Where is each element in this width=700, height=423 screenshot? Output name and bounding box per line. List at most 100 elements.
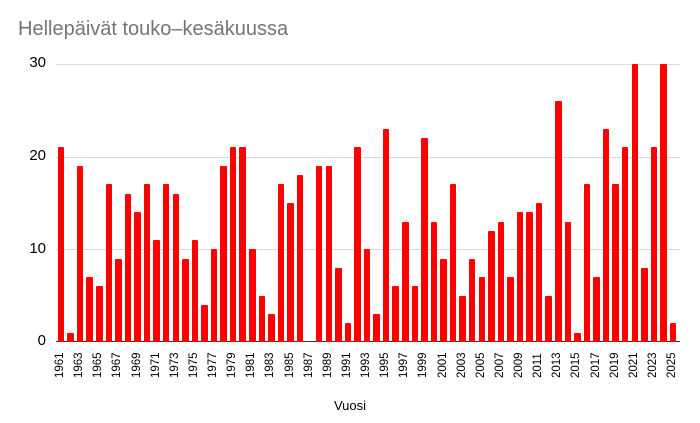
x-tick-2007: 2007 <box>493 352 506 378</box>
bar-2009 <box>516 212 524 342</box>
bar-1984 <box>277 184 285 342</box>
bar-1998 <box>411 286 419 342</box>
bar-2015 <box>574 332 581 342</box>
bar-1968 <box>124 193 132 342</box>
bar-1962 <box>67 332 74 342</box>
x-tick-1985: 1985 <box>283 352 296 378</box>
x-tick-1967: 1967 <box>111 352 124 378</box>
x-tick-2003: 2003 <box>455 352 468 378</box>
x-tick-1997: 1997 <box>398 352 411 378</box>
bar-1994 <box>373 314 380 342</box>
bar-2004 <box>468 258 476 342</box>
bar-2016 <box>583 184 591 342</box>
bar-1978 <box>220 165 227 342</box>
bar-1979 <box>229 147 237 342</box>
bar-2025 <box>669 323 677 342</box>
bar-1992 <box>354 147 361 342</box>
x-axis-label: Vuosi <box>333 398 367 413</box>
x-tick-2023: 2023 <box>646 352 659 378</box>
bar-2024 <box>660 64 667 342</box>
bar-2023 <box>650 147 658 342</box>
bar-2003 <box>459 295 466 342</box>
bar-2012 <box>545 295 552 342</box>
bar-1999 <box>421 138 428 342</box>
x-tick-1999: 1999 <box>417 352 430 378</box>
bar-1981 <box>249 249 256 342</box>
x-tick-1971: 1971 <box>149 352 162 378</box>
bar-2020 <box>621 147 629 342</box>
bar-1975 <box>191 240 199 342</box>
x-tick-1983: 1983 <box>264 352 277 378</box>
bar-2019 <box>612 184 619 342</box>
bar-1982 <box>258 295 266 342</box>
x-tick-2009: 2009 <box>513 352 525 378</box>
bar-2014 <box>564 221 572 342</box>
plot-area <box>56 64 680 342</box>
x-tick-1993: 1993 <box>360 352 372 378</box>
bar-1986 <box>296 175 304 342</box>
bar-2017 <box>593 277 600 342</box>
bar-2001 <box>440 258 447 342</box>
bar-1990 <box>335 267 342 342</box>
bar-1997 <box>402 221 409 342</box>
bar-1976 <box>201 304 208 342</box>
bar-1972 <box>162 184 170 342</box>
bar-2011 <box>535 203 543 342</box>
bar-1973 <box>172 193 179 342</box>
x-tick-2019: 2019 <box>608 352 621 378</box>
bar-2010 <box>526 212 533 342</box>
bar-1980 <box>239 147 246 342</box>
x-tick-2001: 2001 <box>436 352 449 378</box>
x-tick-2013: 2013 <box>551 352 564 378</box>
x-tick-1991: 1991 <box>340 352 353 378</box>
x-tick-2011: 2011 <box>532 353 545 378</box>
x-tick-1973: 1973 <box>168 352 181 378</box>
bar-1974 <box>182 258 189 342</box>
bar-1993 <box>363 249 371 342</box>
bar-1966 <box>105 184 113 342</box>
bar-2021 <box>631 64 638 342</box>
x-tick-1981: 1981 <box>245 352 258 378</box>
bar-1964 <box>86 277 93 342</box>
x-tick-1987: 1987 <box>302 352 315 378</box>
bar-2008 <box>507 277 514 342</box>
bar-1977 <box>210 249 218 342</box>
bar-1963 <box>76 165 84 342</box>
bar-2018 <box>602 128 610 342</box>
bar-1971 <box>153 240 160 342</box>
bar-1985 <box>287 203 294 342</box>
bar-1969 <box>134 212 141 342</box>
gridline-30 <box>56 64 680 65</box>
bar-2002 <box>449 184 457 342</box>
x-tick-1977: 1977 <box>207 352 219 378</box>
bar-1970 <box>143 184 151 342</box>
bar-2013 <box>555 101 562 342</box>
x-tick-1995: 1995 <box>379 352 392 378</box>
x-tick-1963: 1963 <box>73 352 86 378</box>
x-tick-1969: 1969 <box>130 352 143 378</box>
bar-1965 <box>96 286 103 342</box>
chart-title: Hellepäivät touko–kesäkuussa <box>18 18 289 40</box>
bar-2005 <box>478 277 485 342</box>
x-tick-1989: 1989 <box>321 352 334 378</box>
bar-1988 <box>315 165 323 342</box>
bar-1961 <box>57 147 65 342</box>
x-tick-2005: 2005 <box>474 352 487 378</box>
bar-1995 <box>382 128 390 342</box>
bar-2007 <box>497 221 505 342</box>
bar-1991 <box>344 323 352 342</box>
bar-1996 <box>392 286 399 342</box>
x-tick-2025: 2025 <box>666 352 678 378</box>
x-tick-2017: 2017 <box>589 352 602 378</box>
bar-2000 <box>430 221 438 342</box>
y-tick-0: 0 <box>37 332 46 349</box>
bar-1989 <box>325 165 332 342</box>
bar-2006 <box>488 230 495 342</box>
x-tick-2015: 2015 <box>570 352 583 378</box>
y-tick-30: 30 <box>29 54 46 71</box>
x-tick-1961: 1961 <box>54 352 66 378</box>
bar-1983 <box>268 314 275 342</box>
x-tick-1975: 1975 <box>187 352 200 378</box>
bar-2022 <box>641 267 648 342</box>
x-tick-2021: 2021 <box>627 352 640 378</box>
